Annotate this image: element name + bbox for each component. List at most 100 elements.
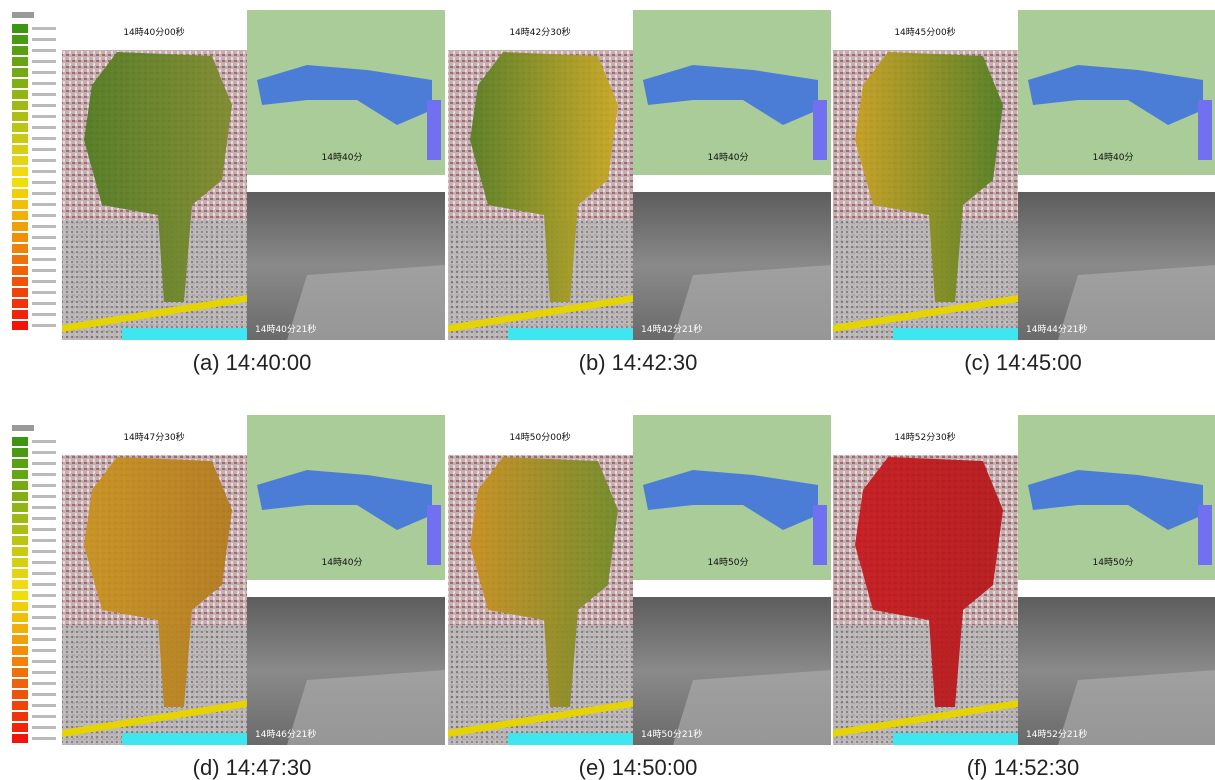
legend-label	[32, 660, 56, 663]
legend-swatch	[12, 167, 28, 176]
camera-time: 14時42分21秒	[641, 323, 702, 335]
legend-swatch	[12, 679, 28, 688]
panel-caption: (d) 14:47:30	[193, 755, 312, 780]
panel-caption: (f) 14:52:30	[967, 755, 1080, 780]
legend-label	[32, 181, 56, 184]
camera-time: 14時44分21秒	[1026, 323, 1087, 335]
legend-swatch	[12, 712, 28, 721]
radar-scale	[427, 505, 441, 565]
legend-swatch	[12, 723, 28, 732]
legend-label	[32, 258, 56, 261]
legend-label	[32, 693, 56, 696]
legend-label	[32, 192, 56, 195]
legend-label	[32, 440, 56, 443]
simulation-time: 14時45分00秒	[894, 26, 955, 38]
legend-swatch	[12, 233, 28, 242]
legend-swatch	[12, 288, 28, 297]
legend-label	[32, 313, 56, 316]
radar-time: 14時50分	[1093, 557, 1134, 568]
legend-label	[32, 715, 56, 718]
legend-swatch	[12, 123, 28, 132]
legend-label	[32, 550, 56, 553]
simulation-time: 14時42分30秒	[509, 26, 570, 38]
legend-swatch	[12, 189, 28, 198]
legend-swatch	[12, 222, 28, 231]
sea	[122, 733, 247, 745]
legend-swatch	[12, 101, 28, 110]
legend-swatch	[12, 635, 28, 644]
legend-label	[32, 247, 56, 250]
legend-label	[32, 517, 56, 520]
legend-label	[32, 451, 56, 454]
radar-time: 14時40分	[1093, 152, 1134, 163]
legend-swatch	[12, 569, 28, 578]
legend-swatch	[12, 701, 28, 710]
legend-label	[32, 280, 56, 283]
radar-scale	[1198, 100, 1212, 160]
legend-swatch	[12, 134, 28, 143]
legend-swatch	[12, 310, 28, 319]
panel: 14時40分00秒14時40分14時40分21秒(a) 14:40:00	[62, 10, 445, 375]
legend-label	[32, 605, 56, 608]
legend-swatch	[12, 459, 28, 468]
legend-label	[32, 495, 56, 498]
legend-label	[32, 38, 56, 41]
camera-time: 14時52分21秒	[1026, 728, 1087, 740]
panel: 14時47分30秒14時40分14時46分21秒(d) 14:47:30	[62, 415, 445, 780]
legend-swatch	[12, 46, 28, 55]
radar-scale	[1198, 505, 1212, 565]
simulation-time: 14時47分30秒	[123, 431, 184, 443]
radar-time: 14時40分	[322, 152, 363, 163]
legend-swatch	[12, 145, 28, 154]
legend-header	[12, 425, 34, 431]
legend-swatch	[12, 68, 28, 77]
legend-label	[32, 682, 56, 685]
legend-label	[32, 462, 56, 465]
legend-swatch	[12, 481, 28, 490]
legend-swatch	[12, 525, 28, 534]
sea	[508, 328, 633, 340]
figure: 14時40分00秒14時40分14時40分21秒(a) 14:40:0014時4…	[0, 0, 1215, 780]
legend-label	[32, 137, 56, 140]
legend-label	[32, 159, 56, 162]
legend-swatch	[12, 299, 28, 308]
legend-label	[32, 561, 56, 564]
panel-caption: (e) 14:50:00	[579, 755, 698, 780]
legend-label	[32, 170, 56, 173]
legend-swatch	[12, 580, 28, 589]
panel: 14時52分30秒 14時50分 14時52分21秒 (f) 14:52:30	[833, 415, 1215, 780]
legend-swatch	[12, 558, 28, 567]
simulation-time: 14時52分30秒	[894, 431, 955, 443]
legend-label	[32, 616, 56, 619]
legend-swatch	[12, 646, 28, 655]
legend-swatch	[12, 657, 28, 666]
camera-time: 14時46分21秒	[255, 728, 316, 740]
panel: 14時42分30秒 14時40分 14時42分21秒 (b) 14:42:30	[448, 10, 831, 375]
legend-swatch	[12, 277, 28, 286]
radar-time: 14時50分	[708, 557, 749, 568]
legend-label	[32, 638, 56, 641]
legend-label	[32, 627, 56, 630]
legend-swatch	[12, 321, 28, 330]
legend-label	[32, 302, 56, 305]
radar-time: 14時40分	[708, 152, 749, 163]
legend-swatch	[12, 24, 28, 33]
legend-label	[32, 704, 56, 707]
legend-label	[32, 291, 56, 294]
legend-swatch	[12, 57, 28, 66]
legend-label	[32, 594, 56, 597]
legend-swatch	[12, 514, 28, 523]
legend	[12, 425, 56, 743]
legend-label	[32, 236, 56, 239]
radar-scale	[813, 505, 827, 565]
legend-swatch	[12, 547, 28, 556]
legend-swatch	[12, 470, 28, 479]
legend-label	[32, 473, 56, 476]
legend-label	[32, 528, 56, 531]
simulation-time: 14時50分00秒	[509, 431, 570, 443]
legend-swatch	[12, 602, 28, 611]
panel-caption: (b) 14:42:30	[579, 350, 698, 375]
legend-swatch	[12, 536, 28, 545]
